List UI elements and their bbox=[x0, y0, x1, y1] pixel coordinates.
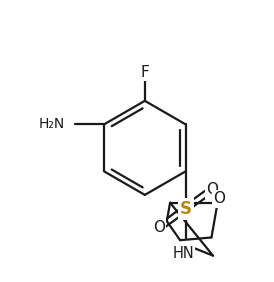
Text: F: F bbox=[141, 65, 149, 80]
Text: S: S bbox=[179, 200, 192, 218]
Text: H₂N: H₂N bbox=[39, 117, 65, 131]
Text: O: O bbox=[153, 220, 165, 235]
Text: O: O bbox=[213, 191, 226, 206]
Text: O: O bbox=[206, 182, 218, 197]
Text: HN: HN bbox=[173, 246, 195, 261]
